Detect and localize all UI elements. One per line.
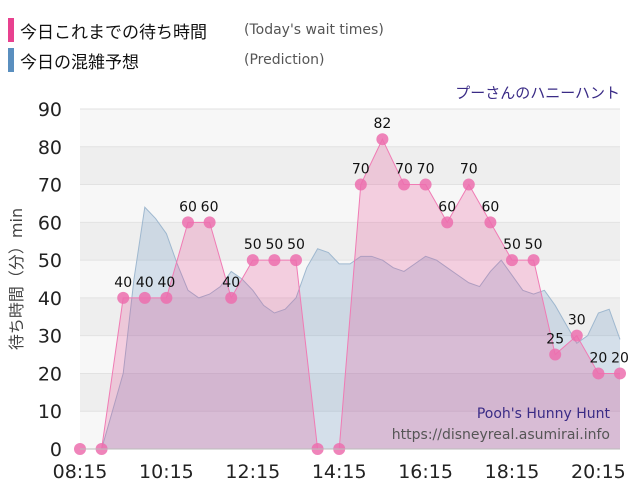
grid-band [80, 109, 620, 147]
legend-note-prediction: (Prediction) [244, 52, 325, 68]
today-marker [419, 178, 432, 191]
data-label: 30 [568, 313, 586, 329]
data-label: 25 [546, 332, 564, 348]
today-marker [246, 254, 259, 267]
data-label: 20 [611, 350, 629, 366]
x-tick-label: 12:15 [225, 461, 280, 483]
legend-item-prediction: 今日の混雑予想 (Prediction) [8, 47, 324, 73]
y-tick-label: 80 [38, 137, 62, 159]
data-label: 50 [287, 237, 305, 253]
legend-label-today: 今日これまでの待ち時間 [20, 22, 207, 43]
grid-band [80, 373, 620, 412]
legend-swatch-prediction [8, 48, 14, 72]
y-tick-label: 50 [38, 250, 62, 272]
today-marker [203, 216, 216, 229]
today-marker [160, 291, 173, 304]
data-label: 70 [417, 162, 435, 178]
data-label: 20 [589, 350, 607, 366]
today-marker [506, 254, 518, 267]
today-marker [527, 254, 540, 267]
legend-label-prediction: 今日の混雑予想 [20, 52, 139, 73]
today-marker [225, 291, 238, 304]
today-marker [182, 216, 194, 229]
data-label: 70 [460, 162, 478, 178]
watermark-name: Pooh's Hunny Hunt [476, 406, 610, 422]
data-label: 70 [395, 162, 413, 178]
today-marker [592, 367, 605, 380]
prediction-area [101, 207, 621, 449]
y-tick-label: 0 [50, 439, 62, 461]
y-tick-label: 70 [38, 175, 62, 197]
chart-title: プーさんのハニーハント [455, 84, 620, 102]
legend-swatch-today [8, 18, 14, 42]
x-tick-label: 14:15 [312, 461, 367, 483]
grid-band [80, 184, 620, 223]
y-tick-label: 30 [38, 326, 62, 348]
data-label: 60 [481, 199, 499, 215]
y-tick-label: 10 [38, 401, 62, 423]
data-label: 50 [265, 237, 283, 253]
today-marker [570, 329, 583, 342]
data-label: 40 [222, 275, 240, 291]
grid-band [80, 335, 620, 374]
today-marker [398, 178, 410, 191]
legend-note-today: (Today's wait times) [244, 22, 384, 38]
today-marker [268, 254, 281, 267]
data-label: 40 [114, 275, 132, 291]
today-marker [484, 216, 497, 229]
y-tick-label: 40 [38, 288, 62, 310]
data-label: 40 [136, 275, 154, 291]
today-area [80, 139, 620, 449]
today-marker [290, 254, 302, 267]
today-marker [462, 178, 475, 191]
data-label: 50 [525, 237, 543, 253]
x-tick-label: 08:15 [53, 461, 108, 483]
data-label: 60 [201, 199, 219, 215]
y-tick-label: 60 [38, 212, 62, 234]
y-axis-label: 待ち時間（分）min [7, 208, 26, 350]
today-marker [549, 348, 562, 361]
grid-band [80, 222, 620, 261]
grid-band [80, 260, 620, 298]
today-marker [614, 367, 626, 380]
data-label: 50 [244, 237, 262, 253]
y-tick-label: 20 [38, 363, 62, 385]
data-label: 60 [179, 199, 197, 215]
x-tick-label: 20:15 [571, 461, 626, 483]
legend-item-today: 今日これまでの待ち時間 (Today's wait times) [8, 17, 384, 43]
today-marker [117, 291, 130, 304]
grid-band [80, 146, 620, 185]
y-tick-label: 90 [38, 99, 62, 121]
grid-band [80, 411, 620, 449]
data-label: 82 [373, 116, 391, 132]
data-label: 50 [503, 237, 521, 253]
x-tick-label: 10:15 [139, 461, 194, 483]
data-label: 40 [157, 275, 175, 291]
today-marker [354, 178, 367, 191]
x-tick-label: 18:15 [485, 461, 540, 483]
today-marker [138, 291, 151, 304]
today-marker [441, 216, 454, 229]
today-marker [376, 133, 389, 146]
data-label: 60 [438, 199, 456, 215]
prediction-line [101, 206, 621, 450]
x-tick-label: 16:15 [398, 461, 453, 483]
data-label: 70 [352, 162, 370, 178]
watermark-url: https://disneyreal.asumirai.info [391, 427, 610, 443]
